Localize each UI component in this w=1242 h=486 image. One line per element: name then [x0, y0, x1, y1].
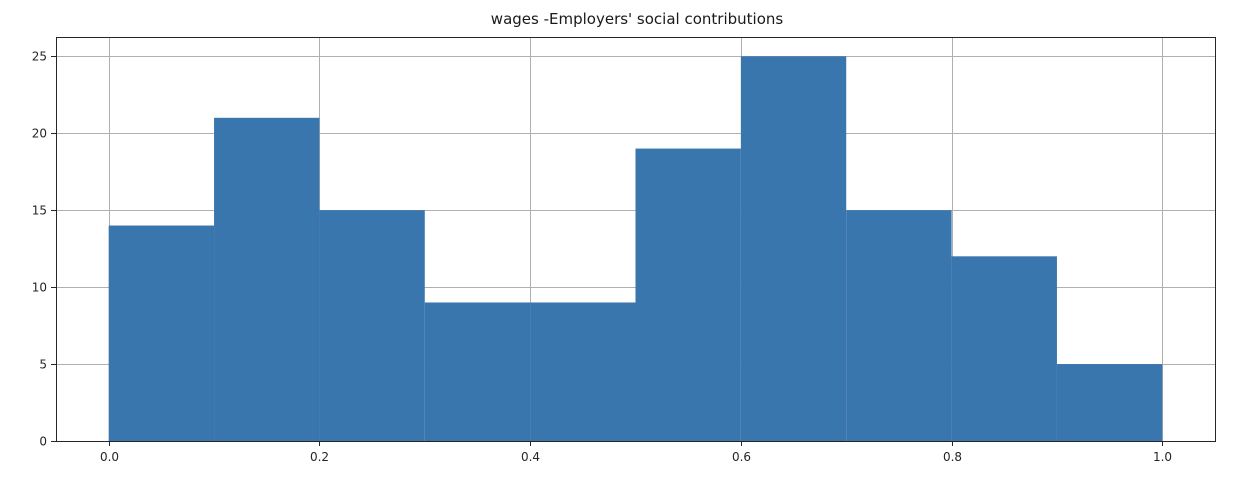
- x-tick-label: 0.2: [310, 450, 329, 464]
- histogram-bar: [214, 117, 320, 442]
- y-tick-label: 25: [32, 50, 47, 64]
- x-tick-label: 0.6: [732, 450, 751, 464]
- histogram-bar: [530, 302, 636, 441]
- histogram-bar: [319, 210, 425, 441]
- chart-title: wages -Employers' social contributions: [491, 10, 784, 28]
- y-tick-label: 5: [39, 358, 47, 372]
- x-tick-label: 0.0: [100, 450, 119, 464]
- x-tick-label: 1.0: [1153, 450, 1172, 464]
- histogram-bar: [635, 148, 741, 442]
- histogram-bar: [740, 56, 847, 441]
- axes-frame: [56, 37, 1216, 442]
- histogram-bar: [846, 210, 952, 441]
- x-tick-label: 0.8: [943, 450, 962, 464]
- histogram-bar: [424, 302, 531, 441]
- histogram-bar: [108, 225, 215, 441]
- histogram-bars: [108, 56, 1163, 442]
- histogram-bar: [1056, 364, 1163, 441]
- histogram-bar: [951, 256, 1057, 441]
- y-tick-label: 15: [32, 204, 47, 218]
- y-tick-label: 10: [32, 281, 47, 295]
- y-tick-label: 20: [32, 127, 47, 141]
- axis-ticks: 0.0 0.2 0.4 0.6 0.8 1.0 0 5 10 15 20 25: [32, 50, 1172, 465]
- y-tick-label: 0: [39, 435, 47, 449]
- x-tick-label: 0.4: [521, 450, 540, 464]
